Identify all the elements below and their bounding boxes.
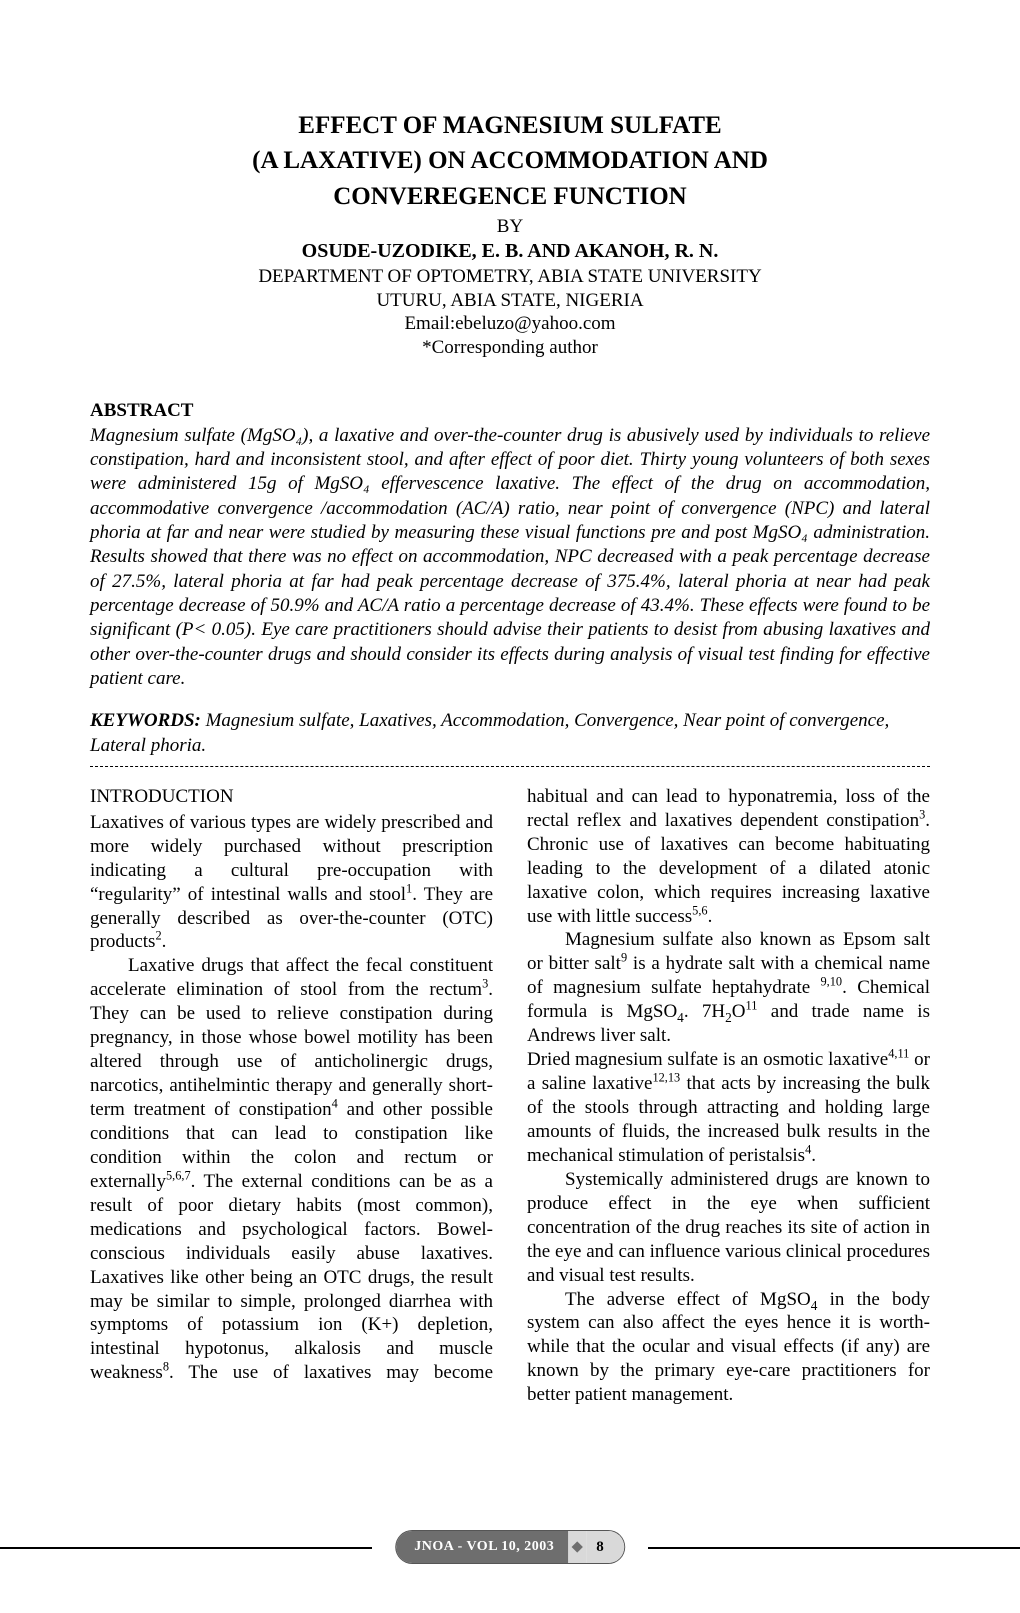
dashed-divider [90,766,930,767]
keywords: KEYWORDS: Magnesium sulfate, Laxatives, … [90,709,930,758]
footer-journal: JNOA - VOL 10, 2003 [396,1531,568,1563]
byline: BY [90,216,930,238]
footer-page-number: 8 [586,1531,624,1563]
intro-paragraph-1: Laxatives of various types are widely pr… [90,811,493,955]
footer-rule-right [648,1547,1020,1549]
title-line-2: (A LAXATIVE) ON ACCOMMODATION AND [90,145,930,176]
keywords-body: Magnesium sulfate, Laxatives, Accommodat… [90,710,889,755]
abstract-heading: ABSTRACT [90,400,930,422]
introduction-heading: INTRODUCTION [90,785,493,809]
authors: OSUDE-UZODIKE, E. B. AND AKANOH, R. N. [90,240,930,263]
footer-diamond-icon [568,1531,586,1563]
title-line-1: EFFECT OF MAGNESIUM SULFATE [90,110,930,141]
footer-pill: JNOA - VOL 10, 2003 8 [396,1531,624,1563]
abstract-body: Magnesium sulfate (MgSO₄), a laxative an… [90,424,930,691]
page: EFFECT OF MAGNESIUM SULFATE (A LAXATIVE)… [0,0,1020,1613]
intro-paragraph-5: Systemically administered drugs are know… [527,1168,930,1288]
keywords-label: KEYWORDS: [90,710,201,731]
intro-paragraph-4: Dried magnesium sulfate is an osmotic la… [527,1048,930,1168]
intro-paragraph-3: Magnesium sulfate also known as Epsom sa… [527,928,930,1048]
email: Email:ebeluzo@yahoo.com [90,312,930,336]
page-footer: JNOA - VOL 10, 2003 8 [0,1531,1020,1567]
intro-paragraph-6: The adverse effect of MgSO4 in the body … [527,1288,930,1408]
footer-rule-left [0,1547,372,1549]
affiliation-line-2: UTURU, ABIA STATE, NIGERIA [90,289,930,313]
title-line-3: CONVEREGENCE FUNCTION [90,181,930,212]
body-columns: INTRODUCTION Laxatives of various types … [90,785,930,1407]
affiliation-line-1: DEPARTMENT OF OPTOMETRY, ABIA STATE UNIV… [90,265,930,289]
corresponding-author-note: *Corresponding author [90,336,930,360]
